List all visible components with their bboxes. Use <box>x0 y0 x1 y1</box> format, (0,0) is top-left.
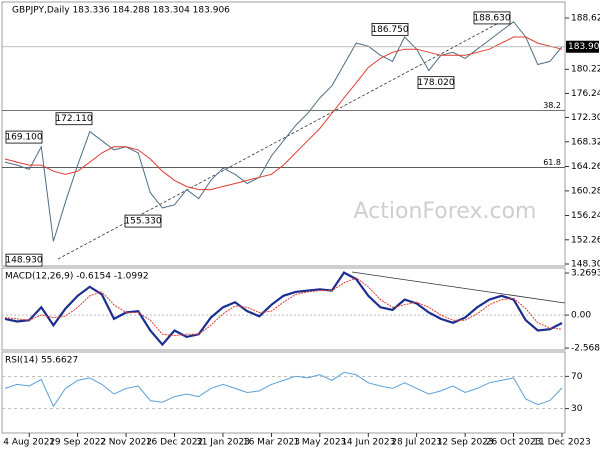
annotation-label: 172.110 <box>55 114 92 124</box>
x-tick-label: 26 Oct 2023 <box>486 438 542 448</box>
y-tick-label: 180.220 <box>571 65 600 75</box>
fib-label: 61.8 <box>543 158 561 167</box>
x-tick-label: 19 Sep 2022 <box>49 438 106 448</box>
watermark: ActionForex.com <box>354 199 537 224</box>
y-tick-label: 176.240 <box>571 89 600 99</box>
y-tick-label: 30 <box>571 404 583 414</box>
annotation-label: 186.750 <box>371 25 408 35</box>
price-line <box>4 21 563 242</box>
annotation-label: 148.930 <box>5 256 42 266</box>
annotation-label: 178.020 <box>417 78 454 88</box>
y-tick-label: -2.5689 <box>571 344 600 354</box>
panel-title: MACD(12,26,9) -0.6154 -1.0992 <box>5 272 149 282</box>
annotation-box <box>417 76 455 90</box>
x-tick-label: 2 Nov 2022 <box>100 438 152 448</box>
annotation-box <box>5 130 43 144</box>
indicator-line <box>4 36 563 191</box>
y-tick-label: 148.300 <box>571 259 600 269</box>
x-tick-label: 1 May 2023 <box>293 438 346 448</box>
annotation-box <box>5 253 43 267</box>
annotation-box <box>371 22 409 36</box>
current-price-box <box>566 40 599 53</box>
y-tick-label: 188.620 <box>571 13 600 23</box>
y-tick-label: 0.00 <box>571 311 591 321</box>
panel-title: RSI(14) 55.6627 <box>5 356 78 366</box>
x-tick-label: 28 Jul 2023 <box>391 438 442 448</box>
annotation-label: 169.100 <box>5 133 42 143</box>
annotation-box <box>124 214 162 228</box>
annotation-box <box>473 11 511 25</box>
y-tick-label: 70 <box>571 372 583 382</box>
indicator-line <box>4 371 563 408</box>
macd-trend-line <box>351 271 566 304</box>
y-tick-label: 172.300 <box>571 113 600 123</box>
indicator-line <box>4 271 563 347</box>
annotation-box <box>55 112 93 126</box>
indicator-line <box>4 277 563 337</box>
panel-frame <box>1 351 566 434</box>
x-tick-label: 31 Jan 2023 <box>196 438 250 448</box>
annotation-label: 155.330 <box>124 217 161 227</box>
y-tick-label: 168.320 <box>571 137 600 147</box>
panel-frame <box>1 1 566 267</box>
current-price-label: 183.906 <box>568 42 600 52</box>
annotation-label: 188.630 <box>473 13 510 23</box>
x-tick-label: 16 Dec 2022 <box>146 438 204 448</box>
x-tick-label: 4 Aug 2022 <box>3 438 55 448</box>
x-tick-label: 12 Sep 2023 <box>437 438 494 448</box>
y-tick-label: 160.280 <box>571 186 600 196</box>
panel-title: GBPJPY,Daily 183.336 184.288 183.304 183… <box>12 6 230 16</box>
y-tick-label: 156.240 <box>571 211 600 221</box>
x-tick-label: 16 Mar 2023 <box>243 438 300 448</box>
x-tick-label: 14 Jun 2023 <box>341 438 395 448</box>
y-tick-label: 152.260 <box>571 235 600 245</box>
y-tick-label: 3.2693 <box>571 269 600 279</box>
y-tick-label: 164.260 <box>571 162 600 172</box>
panel-frame <box>1 267 566 351</box>
x-tick-label: 11 Dec 2023 <box>533 438 591 448</box>
fib-label: 38.2 <box>543 101 561 110</box>
